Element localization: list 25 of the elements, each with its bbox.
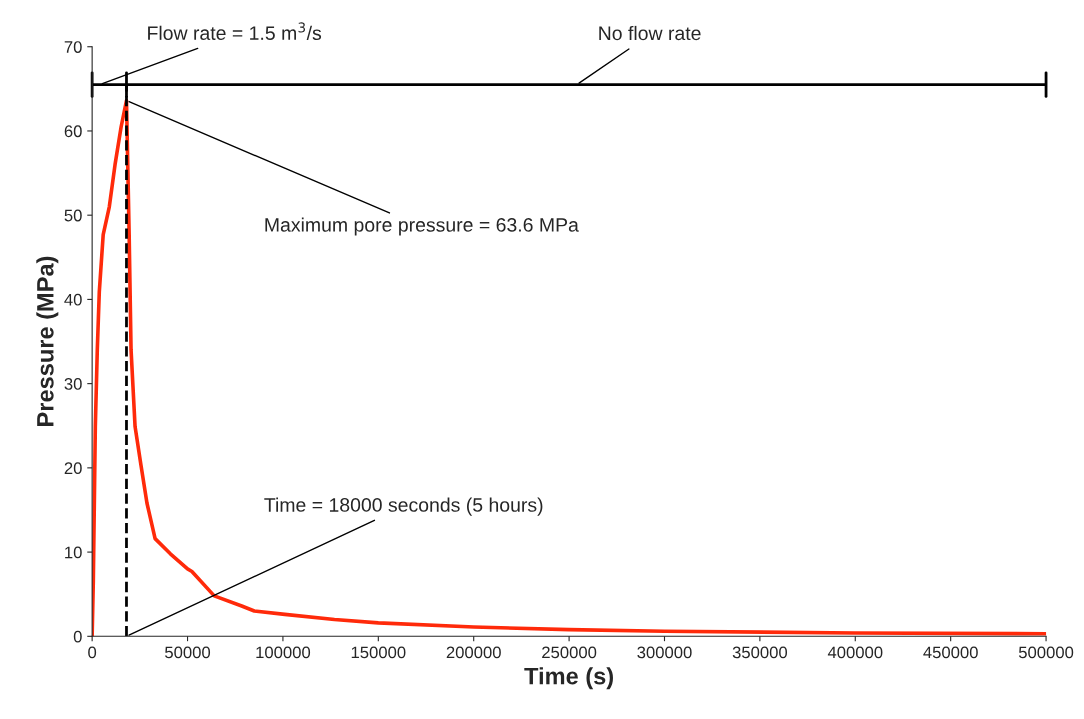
- y-axis-title: Pressure (MPa): [36, 256, 59, 426]
- y-tick-label: 30: [64, 378, 82, 390]
- x-tick-label: 350000: [732, 646, 788, 659]
- x-tick-label: 250000: [542, 646, 597, 659]
- x-tick-label: 400000: [827, 646, 883, 659]
- x-tick-label: 0: [88, 646, 97, 659]
- x-tick-label: 100000: [256, 646, 311, 659]
- x-tick-label: 500000: [1018, 646, 1074, 659]
- y-tick-label: 50: [64, 209, 82, 222]
- x-tick-label: 150000: [351, 646, 406, 659]
- y-tick-label: 60: [64, 125, 82, 138]
- x-tick-label: 50000: [165, 646, 211, 659]
- x-tick-label: 300000: [637, 646, 692, 659]
- y-tick-label: 10: [65, 546, 82, 559]
- annotation: Maximum pore pressure = 63.6 MPa: [265, 217, 579, 236]
- y-tick-label: 70: [64, 41, 82, 53]
- y-tick-label: 40: [64, 293, 82, 306]
- y-tick-label: 20: [64, 462, 82, 475]
- x-tick-label: 450000: [923, 646, 978, 659]
- x-axis-title: Time (s): [524, 667, 613, 690]
- x-tick-label: 200000: [446, 646, 501, 659]
- annotation: No flow rate: [599, 25, 701, 41]
- y-tick-label: 0: [73, 630, 82, 643]
- annotation: Time = 18000 seconds (5 hours): [264, 497, 543, 516]
- annotation: Flow rate = 1.5 m$^{3}$/s: [148, 22, 322, 41]
